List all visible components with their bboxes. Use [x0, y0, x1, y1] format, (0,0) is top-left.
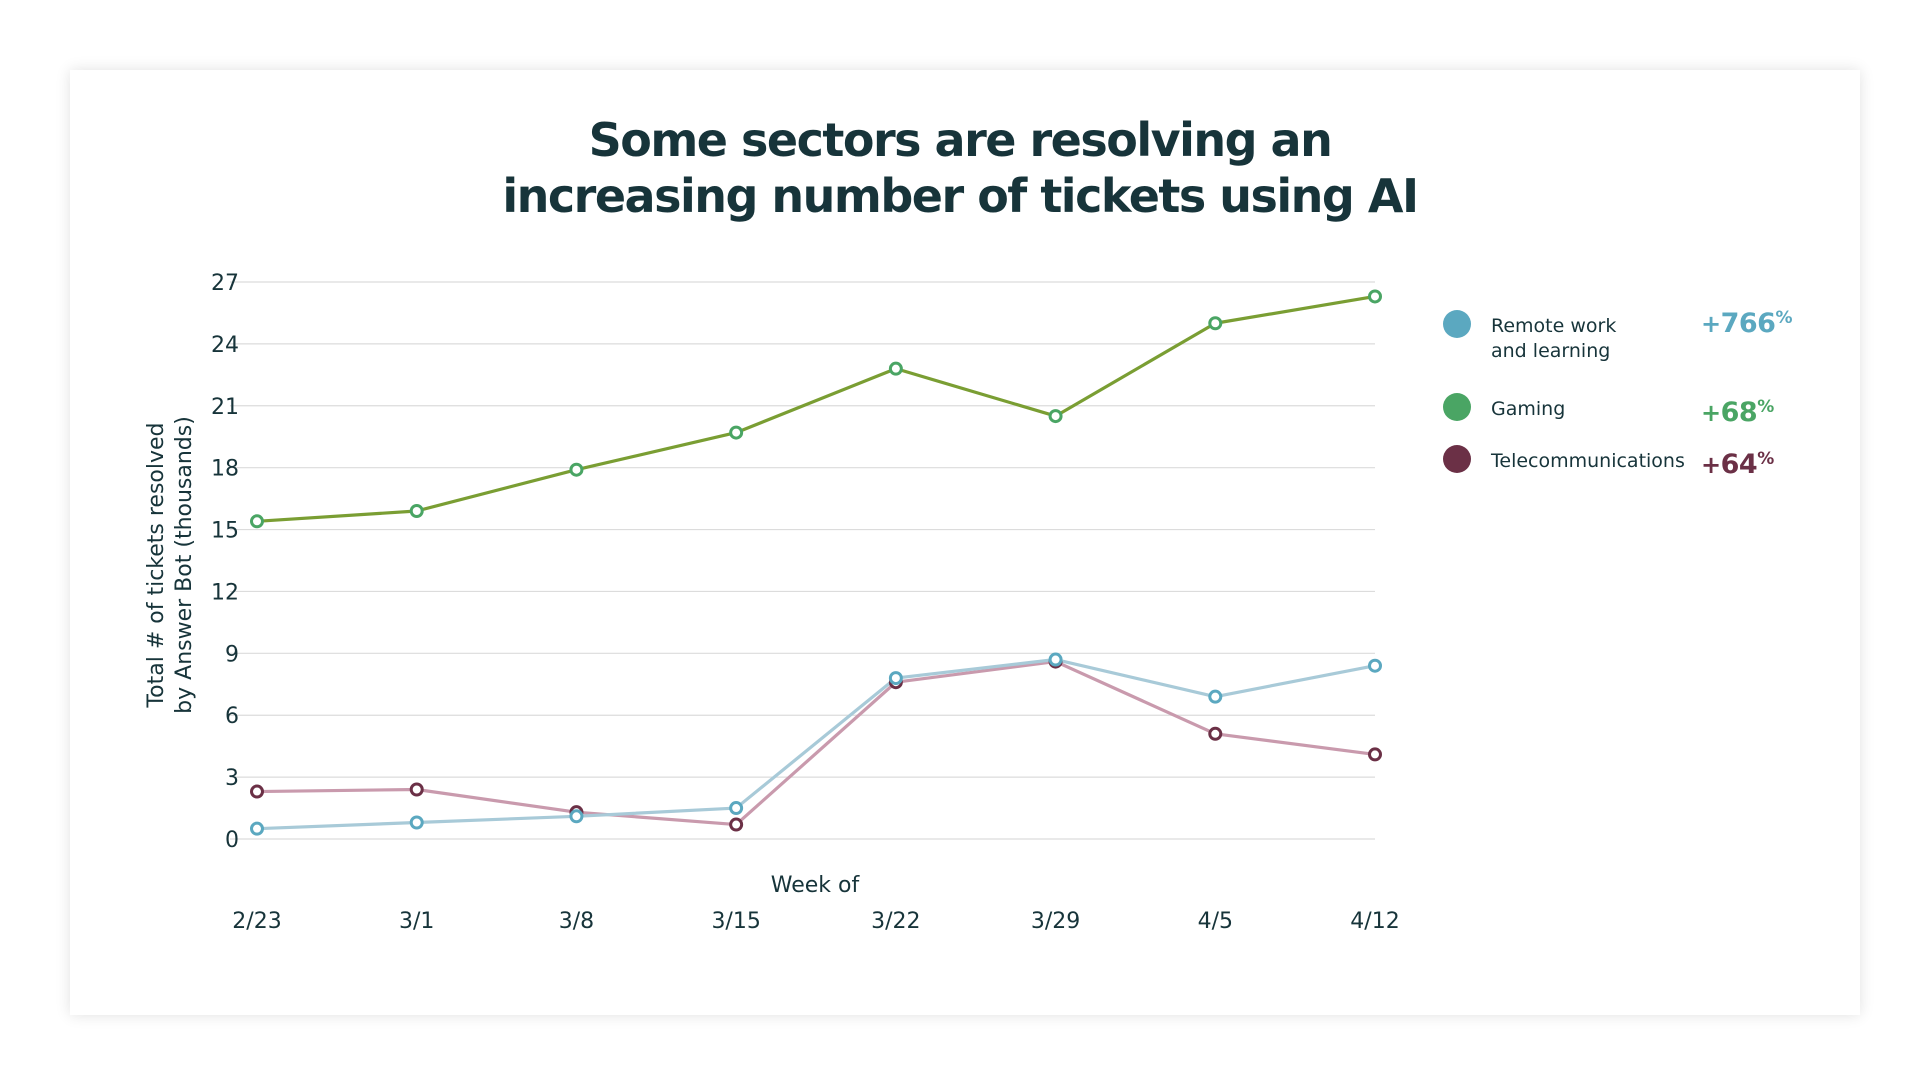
- y-axis-label-line-1: Total # of tickets resolved: [144, 422, 169, 708]
- x-tick-label: 3/22: [871, 909, 920, 934]
- legend-label-remote-work: Remote work and learning: [1491, 314, 1691, 364]
- data-point: [409, 782, 424, 797]
- legend-swatch-telecommunications: [1443, 445, 1471, 473]
- series-lines: [256, 294, 1376, 831]
- legend-change-gaming: +68%: [1701, 397, 1774, 428]
- data-point: [409, 503, 424, 518]
- data-point: [888, 361, 903, 376]
- chart-title-line-1: Some sectors are resolving an: [588, 113, 1333, 167]
- x-tick-label: 2/23: [232, 909, 281, 934]
- change-unit: %: [1757, 397, 1774, 417]
- data-point: [1208, 316, 1223, 331]
- legend-label-line-1: Telecommunications: [1491, 450, 1685, 472]
- legend-label-line-1: Remote work: [1491, 315, 1617, 337]
- y-tick-label: 18: [211, 457, 239, 482]
- legend-swatch-gaming: [1443, 393, 1471, 421]
- change-value: 68: [1720, 397, 1758, 428]
- x-tick-label: 3/8: [559, 909, 594, 934]
- x-tick-label: 4/5: [1198, 909, 1233, 934]
- legend-label-gaming: Gaming: [1491, 397, 1691, 422]
- legend-label-telecommunications: Telecommunications: [1491, 449, 1711, 474]
- change-unit: %: [1775, 308, 1793, 328]
- legend-change-telecommunications: +64%: [1701, 449, 1774, 480]
- y-tick-label: 3: [225, 766, 239, 791]
- series-line: [256, 659, 1376, 827]
- legend-change-remote-work: +766%: [1701, 308, 1793, 339]
- chart-title: Some sectors are resolving an increasing…: [0, 112, 1920, 224]
- y-axis-label-line-2: by Answer Bot (thousands): [172, 416, 197, 714]
- data-point: [888, 671, 903, 686]
- data-point: [729, 425, 744, 440]
- legend-label-line-1: Gaming: [1491, 398, 1566, 420]
- data-point: [409, 815, 424, 830]
- y-axis-label: Total # of tickets resolved by Answer Bo…: [144, 416, 197, 714]
- change-sign: +: [1701, 399, 1721, 427]
- series-line: [256, 294, 1376, 523]
- y-tick-label: 12: [211, 580, 239, 605]
- data-point: [250, 514, 264, 529]
- data-point: [569, 809, 584, 824]
- series-line: [256, 657, 1376, 831]
- chart-card: [70, 70, 1860, 1015]
- x-axis-label: Week of: [771, 873, 861, 898]
- x-tick-label: 4/12: [1350, 909, 1399, 934]
- data-point: [1368, 747, 1382, 762]
- data-point: [1368, 658, 1382, 673]
- y-tick-label: 27: [211, 271, 239, 296]
- y-tick-label: 24: [211, 333, 239, 358]
- data-point: [1208, 689, 1223, 704]
- y-tick-label: 0: [225, 828, 239, 853]
- x-tick-label: 3/15: [711, 909, 760, 934]
- legend-swatch-remote-work: [1443, 310, 1471, 338]
- change-unit: %: [1757, 449, 1774, 469]
- data-point: [250, 784, 264, 799]
- data-point: [1048, 652, 1063, 667]
- change-sign: +: [1701, 310, 1721, 338]
- series-points: [250, 289, 1382, 836]
- change-sign: +: [1701, 451, 1721, 479]
- data-point: [729, 801, 744, 816]
- change-value: 64: [1720, 449, 1758, 480]
- change-value: 766: [1720, 308, 1776, 339]
- data-point: [1208, 726, 1223, 741]
- data-point: [1368, 289, 1382, 304]
- y-tick-label: 9: [225, 642, 239, 667]
- x-tick-label: 3/1: [399, 909, 434, 934]
- x-axis-ticks: 2/23 3/1 3/8 3/15 3/22 3/29 4/5 4/12: [232, 909, 1399, 934]
- data-point: [250, 821, 264, 836]
- chart-title-line-2: increasing number of tickets using AI: [502, 169, 1419, 223]
- x-tick-label: 3/29: [1031, 909, 1080, 934]
- data-point: [1048, 409, 1063, 424]
- data-point: [729, 817, 744, 832]
- data-point: [569, 462, 584, 477]
- y-tick-label: 6: [225, 704, 239, 729]
- y-tick-label: 21: [211, 395, 239, 420]
- y-tick-label: 15: [211, 519, 239, 544]
- y-axis-ticks: 0 3 6 9 12 15 18 21 24 27: [211, 271, 239, 853]
- legend-label-line-2: and learning: [1491, 340, 1611, 362]
